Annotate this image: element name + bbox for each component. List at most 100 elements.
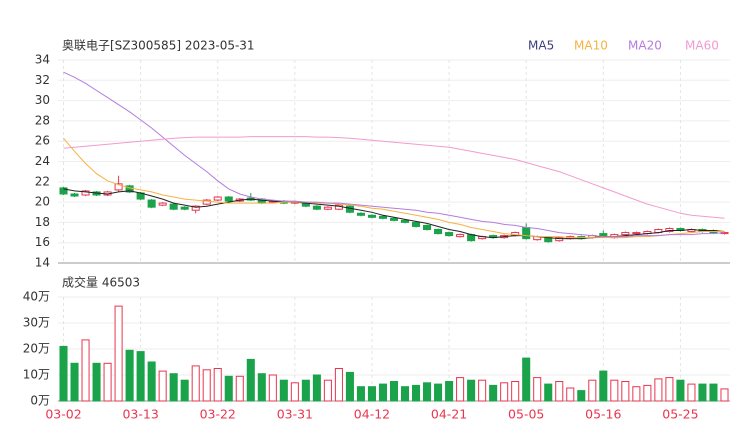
candle-body: [224, 196, 233, 202]
volume-bar: [434, 383, 443, 402]
volume-bar: [423, 382, 432, 402]
volume-bar: [180, 379, 189, 402]
volume-bar: [158, 370, 167, 402]
candle-body: [70, 193, 79, 197]
volume-bar: [224, 375, 233, 402]
x-tick-label: 05-25: [662, 407, 698, 422]
candle-body: [345, 205, 354, 213]
candle-body: [445, 232, 454, 237]
candle-body: [213, 196, 222, 201]
legend-entry: MA10: [574, 39, 608, 53]
volume-bar: [489, 384, 498, 402]
candle-body: [169, 203, 178, 210]
volume-bar: [70, 362, 79, 402]
candle-body: [147, 199, 156, 208]
volume-bar: [720, 388, 729, 402]
y-tick-label: 22: [35, 174, 50, 188]
legend-entry: MA5: [528, 39, 554, 53]
y-tick-label: 16: [35, 235, 50, 249]
volume-bar: [412, 384, 421, 402]
y-tick-label: 32: [35, 73, 50, 87]
candle-body: [522, 226, 531, 240]
volume-bar: [478, 379, 487, 402]
volume-bar: [323, 379, 332, 402]
volume-bar: [533, 377, 542, 402]
candle-body: [59, 187, 68, 195]
candle-body: [323, 206, 332, 210]
x-tick-label: 03-02: [45, 407, 81, 422]
x-tick-label: 05-16: [585, 407, 621, 422]
candle-body: [356, 212, 365, 216]
volume-bar: [555, 381, 564, 402]
volume-tick-label: 10万: [23, 368, 50, 382]
volume-bar: [213, 368, 222, 402]
volume-bar: [378, 383, 388, 402]
y-tick-label: 24: [35, 154, 50, 168]
candle-body: [81, 190, 90, 196]
x-tick-label: 05-05: [508, 407, 544, 422]
volume-bar: [279, 379, 288, 402]
volume-bar: [632, 386, 641, 402]
volume-bar: [257, 373, 266, 402]
volume-bar: [92, 362, 101, 402]
x-tick-label: 03-13: [122, 407, 158, 422]
x-tick-label: 04-12: [354, 407, 390, 422]
volume-bar: [698, 383, 707, 402]
volume-bar: [81, 339, 90, 402]
x-tick-label: 03-31: [277, 407, 313, 422]
ma-line: [63, 137, 725, 239]
volume-bar: [290, 382, 299, 402]
volume-bar: [467, 379, 476, 402]
volume-bar: [103, 362, 112, 402]
volume-bar: [621, 381, 630, 402]
volume-bar: [59, 345, 68, 402]
volume-bar: [334, 368, 343, 402]
volume-bar: [125, 349, 134, 402]
volume-bar: [169, 373, 178, 402]
volume-bar: [445, 381, 454, 402]
volume-bar: [312, 374, 321, 402]
y-tick-label: 28: [35, 113, 50, 127]
volume-bar: [544, 383, 553, 402]
volume-bar: [356, 386, 365, 402]
volume-bar: [235, 375, 244, 402]
ma-line: [63, 71, 725, 238]
candle-body: [180, 206, 189, 210]
candle-body: [412, 221, 421, 227]
volume-bar: [500, 382, 509, 402]
volume-bar: [400, 386, 410, 402]
candle-body: [621, 232, 630, 236]
y-tick-label: 20: [35, 195, 50, 209]
ma-line: [63, 136, 725, 219]
x-tick-label: 03-22: [200, 407, 236, 422]
volume-bar: [511, 381, 520, 402]
volume-bar: [367, 386, 376, 402]
volume-bar: [676, 379, 685, 402]
volume-bar: [345, 371, 354, 402]
volume-bar: [136, 351, 145, 402]
candle-body: [191, 205, 200, 211]
candle-body: [423, 224, 432, 231]
volume-bar: [202, 369, 211, 402]
y-tick-label: 26: [35, 134, 50, 148]
candle-body: [400, 219, 410, 223]
candle-body: [367, 214, 376, 218]
candle-body: [389, 217, 399, 221]
x-tick-label: 04-21: [431, 407, 467, 422]
volume-bar: [268, 374, 277, 402]
volume-bar: [709, 383, 718, 402]
candle-body: [456, 234, 465, 238]
candle-body: [378, 215, 388, 219]
volume-tick-label: 0万: [30, 394, 50, 408]
legend-entry: MA60: [685, 39, 719, 53]
y-tick-label: 30: [35, 93, 50, 107]
candle-body: [114, 183, 123, 191]
candle-body: [158, 202, 167, 206]
y-tick-label: 34: [35, 53, 50, 67]
volume-bar: [577, 390, 586, 402]
volume-bar: [665, 377, 674, 402]
volume-bar: [191, 365, 200, 402]
volume-bar: [610, 379, 619, 402]
volume-tick-label: 40万: [23, 290, 50, 304]
